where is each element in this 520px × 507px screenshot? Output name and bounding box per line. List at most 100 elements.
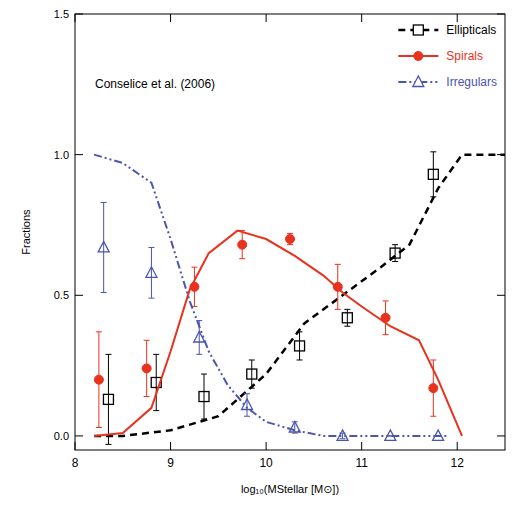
error-bar-cap: [297, 359, 303, 360]
error-bar-cap: [387, 435, 393, 436]
x-tick-top: [266, 14, 267, 22]
model-line: [94, 155, 448, 436]
error-bar-stem: [251, 360, 252, 388]
error-bar-stem: [199, 321, 200, 355]
y-tick: [75, 14, 83, 15]
error-bar-cap: [383, 334, 389, 335]
error-bar-cap: [430, 151, 436, 152]
error-bar-cap: [196, 354, 202, 355]
error-bar-cap: [201, 374, 207, 375]
error-bar-cap: [239, 230, 245, 231]
legend: EllipticalsSpiralsIrregulars: [398, 23, 497, 89]
error-bar-cap: [153, 354, 159, 355]
x-tick-top: [457, 14, 458, 22]
data-point: [247, 369, 257, 379]
error-bar-stem: [299, 332, 300, 360]
x-tick-label: 8: [72, 456, 79, 470]
model-line: [94, 231, 462, 436]
error-bar-cap: [201, 419, 207, 420]
error-bar-cap: [244, 416, 250, 417]
x-tick-top: [170, 14, 171, 22]
error-bar-cap: [435, 435, 441, 436]
data-point: [142, 364, 151, 373]
error-bar-cap: [249, 388, 255, 389]
data-point: [333, 282, 342, 291]
x-tick: [361, 442, 362, 450]
error-bar: [297, 332, 303, 360]
error-bar-cap: [430, 359, 436, 360]
legend-marker: [413, 76, 424, 87]
error-bar-cap: [335, 264, 341, 265]
data-point: [190, 282, 199, 291]
y-tick-right: [497, 435, 505, 436]
error-bar-cap: [153, 410, 159, 411]
error-bar-cap: [96, 427, 102, 428]
data-point: [429, 384, 438, 393]
data-point: [295, 341, 305, 351]
error-bar-cap: [297, 331, 303, 332]
data-point: [342, 313, 352, 323]
y-tick-label: 0.5: [54, 289, 69, 301]
error-bar-stem: [395, 245, 396, 262]
error-bar-cap: [144, 340, 150, 341]
data-point: [286, 235, 295, 244]
error-bar-cap: [144, 396, 150, 397]
x-tick: [457, 442, 458, 450]
data-point: [194, 331, 205, 342]
error-bar-cap: [387, 435, 393, 436]
data-point: [146, 267, 157, 278]
annotation: Conselice et al. (2006): [95, 77, 215, 91]
error-bar: [430, 152, 436, 197]
error-bar-cap: [344, 309, 350, 310]
error-bar-stem: [103, 202, 104, 292]
x-tick-label: 10: [259, 456, 273, 470]
error-bar-stem: [151, 247, 152, 298]
error-bar-cap: [383, 300, 389, 301]
x-tick-label: 12: [451, 456, 465, 470]
x-axis-title: log₁₀(MStellar [M⊙]): [241, 483, 339, 495]
data-point: [428, 169, 438, 179]
error-bar-cap: [196, 320, 202, 321]
model-line: [94, 155, 505, 436]
error-bar: [101, 202, 107, 292]
error-bar-cap: [244, 393, 250, 394]
y-tick: [75, 435, 83, 436]
y-tick-label: 1.5: [54, 8, 69, 20]
error-bar-cap: [96, 331, 102, 332]
error-bar: [344, 309, 350, 326]
error-bar: [392, 245, 398, 262]
y-tick: [75, 295, 83, 296]
x-tick-top: [361, 14, 362, 22]
data-point: [433, 430, 444, 441]
error-bar: [196, 321, 202, 355]
y-tick-right: [497, 14, 505, 15]
error-bar-stem: [204, 374, 205, 419]
error-bar-cap: [292, 433, 298, 434]
error-bar: [387, 435, 393, 436]
error-bar: [244, 394, 250, 417]
error-bar-cap: [148, 298, 154, 299]
error-bar-cap: [430, 416, 436, 417]
legend-marker: [413, 25, 423, 35]
x-tick: [266, 442, 267, 450]
error-bar-cap: [335, 309, 341, 310]
x-tick: [170, 442, 171, 450]
error-bar-cap: [249, 359, 255, 360]
error-bar: [201, 374, 207, 419]
data-point: [199, 392, 209, 402]
error-bar-cap: [239, 258, 245, 259]
y-tick-right: [497, 295, 505, 296]
data-point: [103, 394, 113, 404]
background: [0, 0, 520, 507]
legend-label: Ellipticals: [446, 23, 496, 37]
error-bar: [249, 360, 255, 388]
error-bar-cap: [191, 267, 197, 268]
error-bar-stem: [156, 354, 157, 410]
y-tick-label: 1.0: [54, 149, 69, 161]
y-tick: [75, 154, 83, 155]
data-point: [98, 241, 109, 252]
error-bar-cap: [435, 435, 441, 436]
data-point: [385, 430, 396, 441]
error-bar-cap: [287, 244, 293, 245]
error-bar-cap: [392, 261, 398, 262]
